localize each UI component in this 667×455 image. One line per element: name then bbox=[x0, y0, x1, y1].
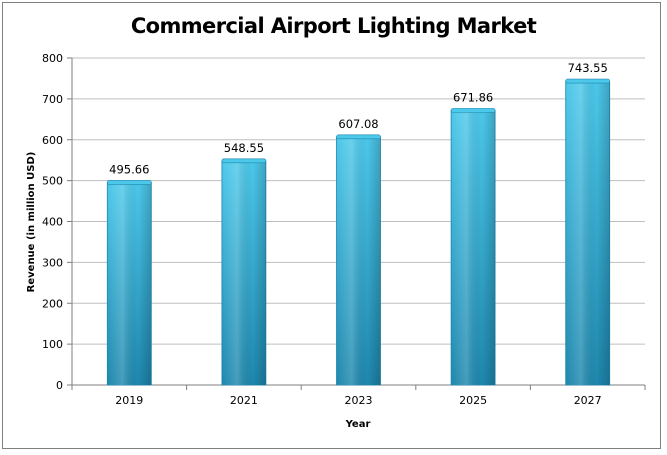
x-tick-label: 2019 bbox=[115, 394, 143, 407]
y-tick-label: 800 bbox=[42, 52, 63, 65]
y-axis-title: Revenue (in million USD) bbox=[26, 152, 37, 293]
axes: 0 100 200 300 400 500 600 700 800 2019 2021 2023 202… bbox=[42, 52, 646, 407]
bar-cap bbox=[565, 78, 611, 84]
y-tick-label: 100 bbox=[42, 338, 63, 351]
data-label: 495.66 bbox=[109, 162, 149, 176]
bar-cap bbox=[336, 134, 381, 140]
bar-cap bbox=[450, 108, 496, 113]
x-axis-title: Year bbox=[345, 419, 371, 430]
bar-cap bbox=[221, 158, 267, 164]
data-label: 743.55 bbox=[568, 61, 608, 75]
bar-shine bbox=[336, 136, 381, 385]
data-label: 607.08 bbox=[338, 117, 378, 131]
y-tick-label: 700 bbox=[42, 93, 63, 106]
y-tick-label: 0 bbox=[56, 379, 63, 392]
bars bbox=[106, 78, 611, 386]
y-tick-label: 300 bbox=[42, 256, 63, 269]
bar-shine bbox=[451, 110, 496, 385]
y-tick-label: 200 bbox=[42, 297, 63, 310]
y-tick-label: 600 bbox=[42, 134, 63, 147]
y-tick-label: 500 bbox=[42, 175, 63, 188]
chart-title: Commercial Airport Lighting Market bbox=[130, 14, 537, 38]
x-tick-label: 2023 bbox=[345, 394, 373, 407]
x-tick-label: 2021 bbox=[230, 394, 258, 407]
x-tick-label: 2027 bbox=[574, 394, 602, 407]
data-label: 671.86 bbox=[453, 90, 493, 104]
x-tick-label: 2025 bbox=[459, 394, 487, 407]
bar-shine bbox=[221, 160, 266, 385]
bar-shine bbox=[565, 81, 610, 385]
y-tick-label: 400 bbox=[42, 216, 63, 229]
data-labels: 495.66 548.55 607.08 671.86 743.55 bbox=[109, 61, 608, 176]
bar-cap bbox=[107, 180, 152, 185]
data-label: 548.55 bbox=[224, 141, 264, 155]
bar-shine bbox=[107, 182, 152, 385]
